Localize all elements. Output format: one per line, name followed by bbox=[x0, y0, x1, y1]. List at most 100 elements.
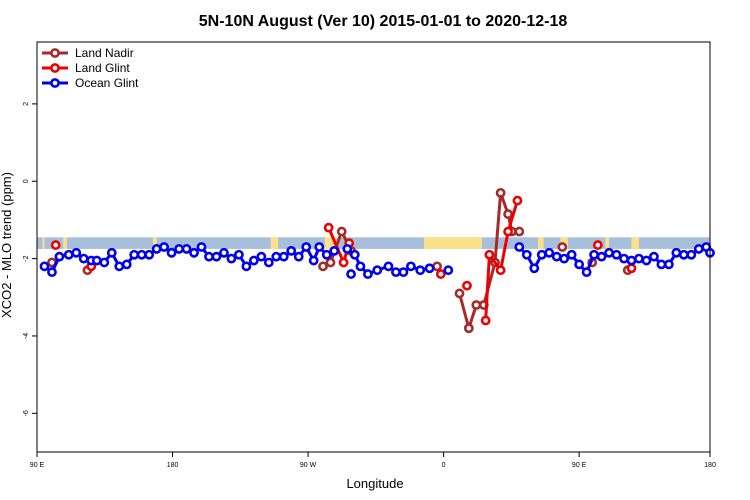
x-tick-label: 180 bbox=[704, 462, 716, 469]
data-point bbox=[626, 263, 637, 274]
data-point bbox=[241, 261, 252, 272]
data-point bbox=[443, 265, 454, 276]
data-point bbox=[495, 265, 506, 276]
data-point bbox=[512, 195, 523, 206]
data-point bbox=[686, 249, 697, 260]
data-point bbox=[589, 249, 599, 260]
data-point bbox=[54, 251, 65, 262]
data-point bbox=[63, 249, 74, 260]
data-point bbox=[318, 261, 328, 272]
land-band-segment bbox=[631, 237, 639, 249]
land-band-segment bbox=[270, 237, 279, 249]
data-point bbox=[566, 249, 577, 260]
data-point bbox=[484, 249, 495, 260]
x-tick-label: 90 E bbox=[30, 462, 45, 469]
data-point bbox=[301, 242, 312, 252]
data-point bbox=[256, 251, 267, 262]
data-point bbox=[78, 253, 89, 264]
data-point bbox=[592, 240, 603, 250]
data-point bbox=[314, 242, 325, 252]
data-point bbox=[495, 187, 506, 198]
data-point bbox=[129, 249, 140, 260]
data-point bbox=[99, 257, 110, 268]
data-point bbox=[574, 259, 585, 270]
data-point bbox=[693, 244, 704, 254]
series-ocean-glint bbox=[39, 242, 715, 279]
x-tick-label: 0 bbox=[442, 462, 446, 469]
data-point bbox=[362, 269, 373, 279]
data-point bbox=[521, 249, 532, 260]
data-point bbox=[581, 267, 592, 278]
data-point bbox=[557, 242, 568, 252]
data-point bbox=[47, 267, 57, 278]
data-point bbox=[308, 255, 319, 266]
data-point bbox=[462, 280, 472, 291]
land-band-segment bbox=[538, 237, 544, 249]
x-tick-label: 90 E bbox=[572, 462, 587, 469]
data-point bbox=[355, 261, 366, 272]
y-tick-label: 0 bbox=[23, 179, 30, 183]
data-point bbox=[204, 251, 214, 262]
data-point bbox=[391, 267, 401, 278]
y-tick-label: -2 bbox=[23, 255, 30, 261]
x-tick-label: 180 bbox=[167, 462, 179, 469]
data-point bbox=[151, 244, 162, 254]
data-point bbox=[50, 240, 61, 250]
data-point bbox=[293, 251, 304, 262]
series-line bbox=[484, 200, 519, 321]
data-point bbox=[159, 242, 170, 252]
data-point bbox=[286, 245, 297, 256]
legend-swatch-marker bbox=[50, 78, 60, 88]
ocean-band bbox=[37, 237, 710, 249]
data-point bbox=[559, 253, 570, 264]
land-band-segment bbox=[324, 237, 338, 249]
data-point bbox=[166, 247, 177, 258]
data-point bbox=[435, 269, 446, 279]
land-band-segment bbox=[63, 237, 67, 249]
data-point bbox=[551, 251, 562, 262]
data-point bbox=[349, 249, 360, 260]
data-point bbox=[144, 249, 155, 260]
land-band-segment bbox=[152, 237, 157, 249]
data-point bbox=[121, 259, 132, 270]
data-point bbox=[338, 257, 349, 268]
data-point bbox=[503, 209, 513, 220]
data-point bbox=[263, 257, 274, 268]
data-point bbox=[398, 267, 409, 278]
data-point bbox=[634, 253, 644, 264]
data-point bbox=[604, 247, 614, 258]
data-point bbox=[342, 244, 353, 254]
series-land-glint bbox=[50, 195, 637, 326]
data-point bbox=[321, 249, 332, 260]
chart-title: 5N-10N August (Ver 10) 2015-01-01 to 202… bbox=[199, 13, 568, 30]
land-band-segment bbox=[42, 237, 45, 249]
data-point bbox=[329, 245, 340, 256]
data-point bbox=[678, 249, 689, 260]
legend-entry-label: Land Nadir bbox=[75, 46, 134, 60]
y-tick-label: -6 bbox=[23, 410, 30, 416]
data-point bbox=[649, 251, 659, 262]
data-point bbox=[325, 257, 336, 268]
legend-entry-label: Ocean Glint bbox=[75, 76, 139, 90]
y-tick-label: 2 bbox=[23, 102, 30, 106]
data-point bbox=[415, 265, 426, 276]
data-point bbox=[219, 247, 229, 258]
data-point bbox=[196, 242, 207, 252]
data-point bbox=[346, 269, 356, 279]
data-point bbox=[544, 247, 555, 258]
legend-swatch-marker bbox=[50, 63, 60, 73]
data-point bbox=[463, 323, 474, 334]
data-point bbox=[278, 251, 289, 262]
data-point bbox=[596, 251, 607, 262]
data-point bbox=[619, 253, 629, 264]
data-point bbox=[226, 253, 237, 264]
data-point bbox=[383, 261, 394, 272]
data-point bbox=[663, 259, 674, 270]
legend-entry-label: Land Glint bbox=[75, 61, 130, 75]
data-point bbox=[136, 249, 147, 260]
y-axis-label: XCO2 - MLO trend (ppm) bbox=[0, 172, 14, 318]
data-point bbox=[71, 247, 82, 258]
data-point bbox=[503, 226, 513, 237]
